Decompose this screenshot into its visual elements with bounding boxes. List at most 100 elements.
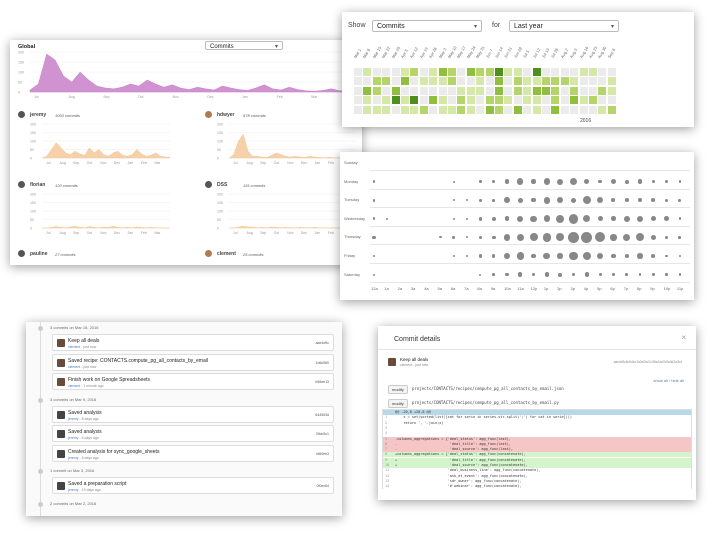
file-path[interactable]: projects/CONTACTS/recipes/compute_pg_all… xyxy=(412,400,559,405)
heatmap-cell[interactable] xyxy=(438,68,447,76)
heatmap-cell[interactable] xyxy=(429,86,438,95)
heatmap-cell[interactable] xyxy=(363,96,372,105)
heatmap-cell[interactable] xyxy=(513,86,522,95)
commit-title[interactable]: Created analysis for sync_google_sheets xyxy=(68,448,160,455)
heatmap-cell[interactable] xyxy=(391,96,400,105)
heatmap-cell[interactable] xyxy=(466,105,475,114)
heatmap-cell[interactable] xyxy=(551,86,560,95)
heatmap-cell[interactable] xyxy=(429,77,438,86)
heatmap-cell[interactable] xyxy=(504,68,513,76)
heatmap-cell[interactable] xyxy=(532,105,541,114)
commit-card[interactable]: Saved analysis jeremy - 8 days ago 39cb5c1 xyxy=(52,425,334,442)
heatmap-cell[interactable] xyxy=(570,86,579,95)
heatmap-cell[interactable] xyxy=(438,86,447,95)
heatmap-cell[interactable] xyxy=(372,68,381,76)
heatmap-cell[interactable] xyxy=(448,86,456,95)
heatmap-cell[interactable] xyxy=(551,96,560,105)
heatmap-cell[interactable] xyxy=(551,68,560,76)
heatmap-cell[interactable] xyxy=(513,105,522,114)
heatmap-cell[interactable] xyxy=(476,105,485,114)
commit-sha[interactable]: 644553d xyxy=(315,412,329,417)
heatmap-cell[interactable] xyxy=(523,105,532,114)
heatmap-cell[interactable] xyxy=(419,96,428,105)
heatmap-cell[interactable] xyxy=(354,68,362,76)
heatmap-cell[interactable] xyxy=(532,68,541,76)
author-link[interactable]: jeremy xyxy=(68,488,79,492)
heatmap-cell[interactable] xyxy=(410,68,419,76)
heatmap-cell[interactable] xyxy=(391,105,400,114)
heatmap-cell[interactable] xyxy=(542,68,550,76)
heatmap-cell[interactable] xyxy=(438,77,447,86)
heatmap-cell[interactable] xyxy=(560,96,569,105)
heatmap-cell[interactable] xyxy=(523,68,532,76)
heatmap-cell[interactable] xyxy=(466,68,475,76)
commit-card[interactable]: Keep all deals clement - just now aae4d9c xyxy=(52,334,334,351)
commit-sha[interactable]: b96eb13 xyxy=(315,380,329,384)
heatmap-cell[interactable] xyxy=(598,96,607,105)
heatmap-cell[interactable] xyxy=(504,77,513,86)
heatmap-cell[interactable] xyxy=(579,96,588,105)
heatmap-cell[interactable] xyxy=(542,86,550,95)
heatmap-cell[interactable] xyxy=(448,96,456,105)
period-select[interactable]: Last year ▾ xyxy=(509,20,619,32)
heatmap-cell[interactable] xyxy=(495,77,503,86)
heatmap-cell[interactable] xyxy=(429,68,438,76)
heatmap-cell[interactable] xyxy=(579,105,588,114)
author-link[interactable]: jeremy xyxy=(68,436,79,440)
heatmap-cell[interactable] xyxy=(523,96,532,105)
heatmap-cell[interactable] xyxy=(504,105,513,114)
heatmap-cell[interactable] xyxy=(542,96,550,105)
heatmap-cell[interactable] xyxy=(598,105,607,114)
heatmap-cell[interactable] xyxy=(391,86,400,95)
heatmap-cell[interactable] xyxy=(560,68,569,76)
commit-sha[interactable]: fd60ee3 xyxy=(316,451,329,456)
heatmap-cell[interactable] xyxy=(495,86,503,95)
heatmap-cell[interactable] xyxy=(466,86,475,95)
heatmap-cell[interactable] xyxy=(589,96,597,105)
heatmap-cell[interactable] xyxy=(523,77,532,86)
heatmap-cell[interactable] xyxy=(504,96,513,105)
file-path[interactable]: projects/CONTACTS/recipes/compute_pg_all… xyxy=(412,386,564,391)
metric-select[interactable]: Commits ▾ xyxy=(205,41,283,50)
heatmap-cell[interactable] xyxy=(570,68,579,76)
heatmap-cell[interactable] xyxy=(485,105,494,114)
heatmap-cell[interactable] xyxy=(401,96,409,105)
commit-card[interactable]: Saved recipe: CONTACTS.compute_pg_all_co… xyxy=(52,353,334,371)
heatmap-cell[interactable] xyxy=(579,86,588,95)
commit-title[interactable]: Keep all deals xyxy=(68,338,100,344)
commit-card[interactable]: Saved a preparation script jeremy - 13 da… xyxy=(52,477,334,494)
heatmap-cell[interactable] xyxy=(598,86,607,95)
heatmap-cell[interactable] xyxy=(438,96,447,105)
heatmap-cell[interactable] xyxy=(607,86,616,95)
heatmap-cell[interactable] xyxy=(551,105,560,114)
heatmap-cell[interactable] xyxy=(382,96,391,105)
heatmap-cell[interactable] xyxy=(363,86,372,95)
heatmap-cell[interactable] xyxy=(419,68,428,76)
heatmap-cell[interactable] xyxy=(457,68,466,76)
commit-card[interactable]: Finish work on Google Spreadsheets clemen… xyxy=(52,373,334,390)
show-select[interactable]: Commits ▾ xyxy=(372,20,482,32)
heatmap-cell[interactable] xyxy=(589,86,597,95)
heatmap-cell[interactable] xyxy=(363,105,372,114)
heatmap-cell[interactable] xyxy=(476,77,485,86)
heatmap-cell[interactable] xyxy=(607,77,616,86)
heatmap-cell[interactable] xyxy=(391,68,400,76)
heatmap-cell[interactable] xyxy=(429,105,438,114)
heatmap-cell[interactable] xyxy=(570,77,579,86)
heatmap-cell[interactable] xyxy=(607,96,616,105)
heatmap-cell[interactable] xyxy=(485,68,494,76)
heatmap-cell[interactable] xyxy=(551,77,560,86)
commit-sha[interactable]: 1d6c550 xyxy=(315,360,329,365)
heatmap-cell[interactable] xyxy=(532,77,541,86)
heatmap-cell[interactable] xyxy=(466,96,475,105)
heatmap-cell[interactable] xyxy=(354,86,362,95)
heatmap-cell[interactable] xyxy=(419,77,428,86)
commit-title[interactable]: Saved recipe: CONTACTS.compute_pg_all_co… xyxy=(68,357,208,364)
heatmap-cell[interactable] xyxy=(382,86,391,95)
heatmap-cell[interactable] xyxy=(495,96,503,105)
heatmap-cell[interactable] xyxy=(401,68,409,76)
heatmap-cell[interactable] xyxy=(485,77,494,86)
commit-title[interactable]: Saved analysis xyxy=(68,429,102,435)
heatmap-cell[interactable] xyxy=(598,68,607,76)
author-link[interactable]: clement xyxy=(68,384,81,388)
